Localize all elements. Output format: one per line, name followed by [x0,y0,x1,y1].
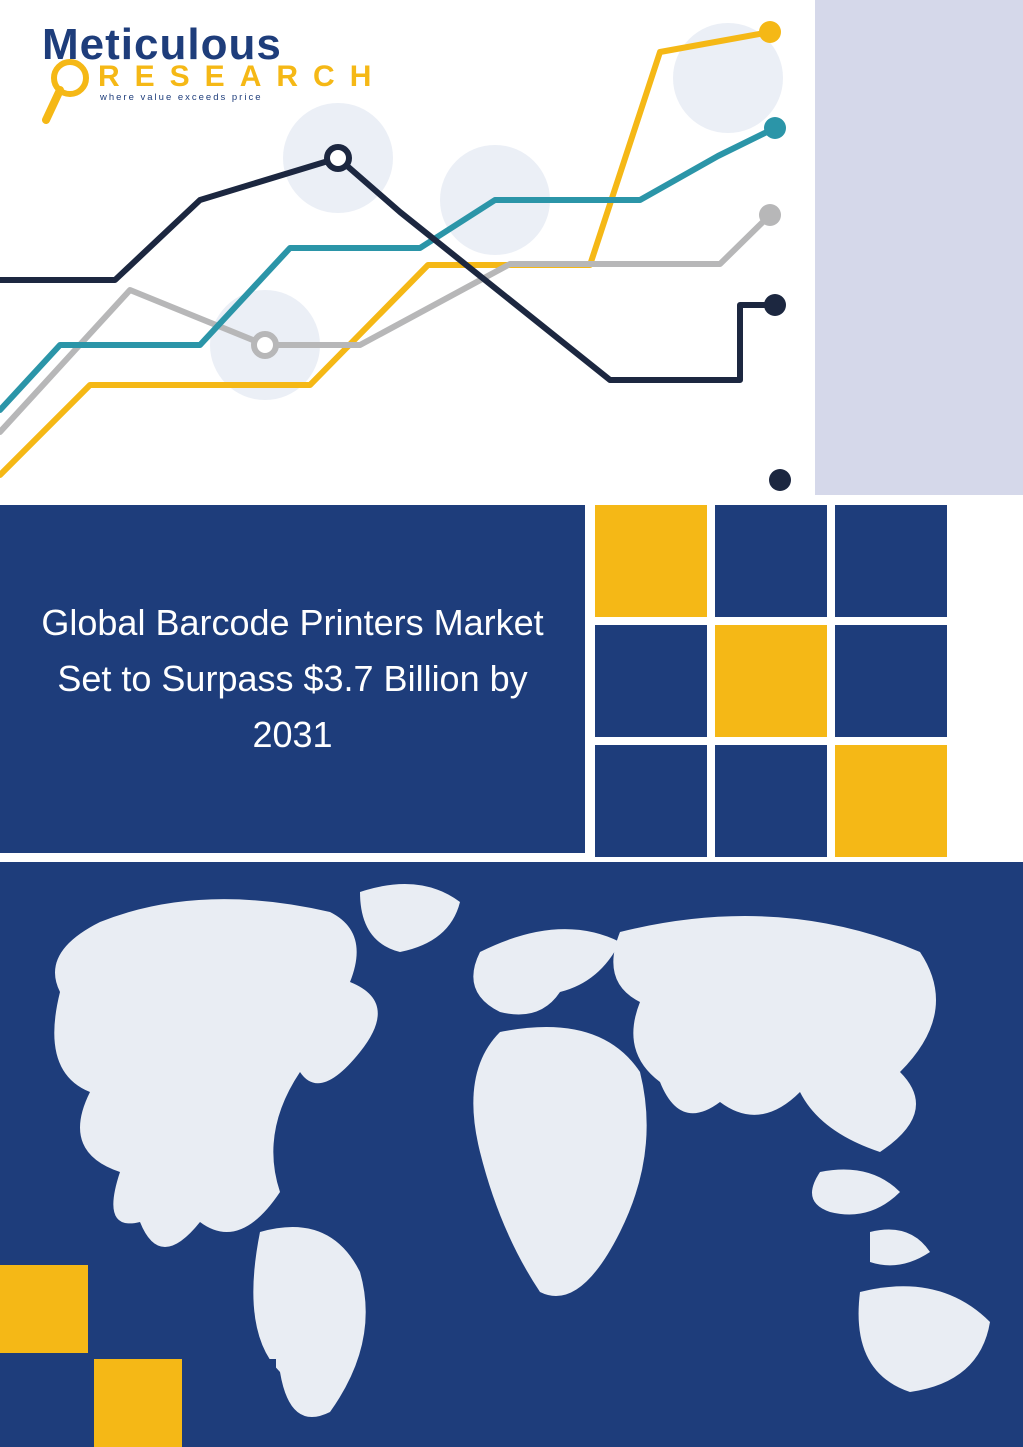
title-band: Global Barcode Printers Market Set to Su… [0,505,585,853]
report-title: Global Barcode Printers Market Set to Su… [30,595,555,762]
accent-square [835,745,947,857]
accent-square [835,625,947,737]
brand-logo: Meticulous RESEARCH where value exceeds … [42,20,312,103]
accent-square [835,505,947,617]
accent-grid-right [595,505,947,857]
magnifier-icon [42,58,102,128]
accent-square [595,745,707,857]
world-map-panel [0,862,1023,1447]
accent-square [715,505,827,617]
accent-square [0,1265,88,1353]
accent-square [595,625,707,737]
accent-square [715,745,827,857]
sidebar-top-accent [815,0,1023,495]
accent-square [715,625,827,737]
report-cover-page: Meticulous RESEARCH where value exceeds … [0,0,1023,1447]
accent-grid-bottom-left [0,1265,276,1447]
accent-square [94,1359,182,1447]
accent-square [0,1359,88,1447]
accent-square [188,1359,276,1447]
accent-square [595,505,707,617]
logo-word-bottom: RESEARCH [98,60,312,94]
